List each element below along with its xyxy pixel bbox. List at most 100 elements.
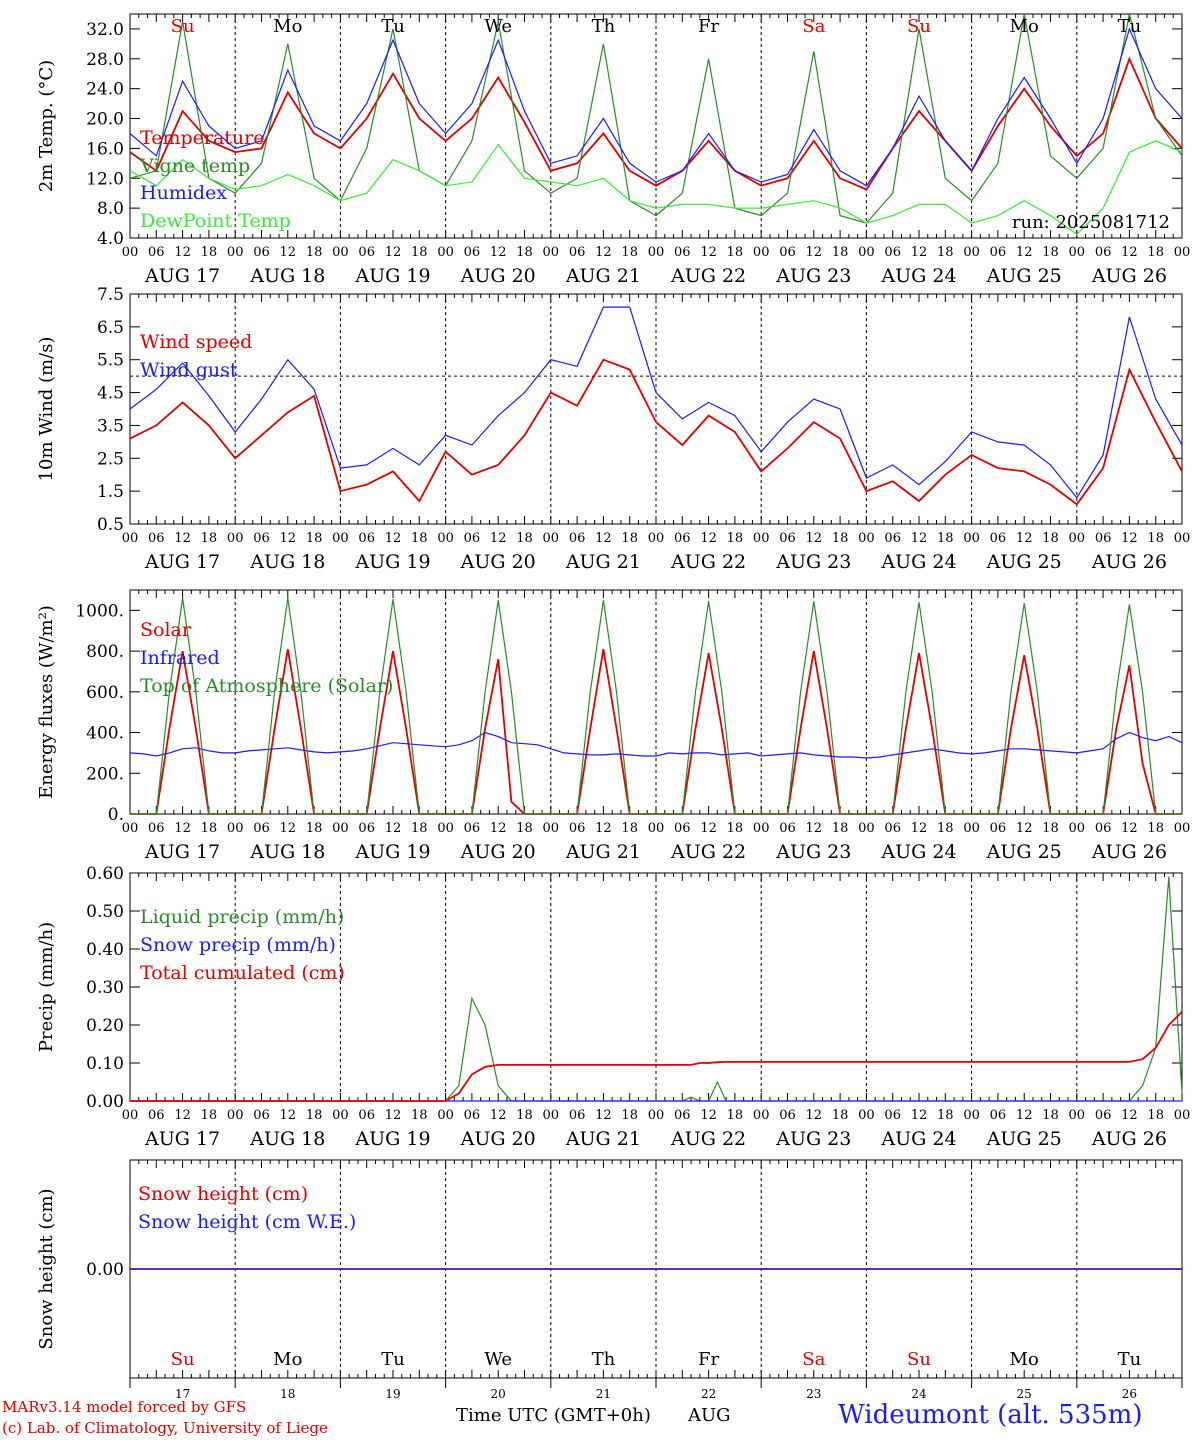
date-label: AUG 20 xyxy=(460,841,536,863)
y-tick-label: 3.5 xyxy=(97,416,124,436)
y-tick-label: 1000. xyxy=(75,601,124,621)
y-tick-label: 800. xyxy=(86,642,124,662)
hour-tick-label: 00 xyxy=(543,531,560,546)
hour-tick-label: 06 xyxy=(464,531,481,546)
hour-tick-label: 00 xyxy=(437,531,454,546)
date-label: AUG 18 xyxy=(249,841,325,863)
series-line-top-of-atmosphere-solar- xyxy=(130,598,1182,815)
hour-tick-label: 06 xyxy=(990,821,1007,836)
y-tick-label: 1.5 xyxy=(97,482,124,502)
hour-tick-label: 18 xyxy=(832,245,849,260)
hour-tick-label: 12 xyxy=(595,245,612,260)
hour-tick-label: 00 xyxy=(648,245,665,260)
hour-tick-label: 06 xyxy=(1095,821,1112,836)
series-line-wind-gust xyxy=(129,306,1183,499)
lab-credit: (c) Lab. of Climatology, University of L… xyxy=(2,1419,328,1437)
hour-tick-label: 06 xyxy=(884,1108,901,1123)
hour-tick-label: 12 xyxy=(174,245,191,260)
hour-tick-label: 06 xyxy=(990,531,1007,546)
y-axis-title: 10m Wind (m/s) xyxy=(36,337,57,482)
hour-tick-label: 00 xyxy=(963,531,980,546)
date-label: AUG 18 xyxy=(249,265,325,287)
hour-tick-label: 12 xyxy=(595,821,612,836)
day-number: 22 xyxy=(701,1387,716,1401)
hour-tick-label: 00 xyxy=(227,1108,244,1123)
y-tick-label: 0.00 xyxy=(86,1260,124,1280)
hour-tick-label: 06 xyxy=(674,245,691,260)
hour-tick-label: 00 xyxy=(963,821,980,836)
date-label: AUG 23 xyxy=(775,265,851,287)
day-number: 20 xyxy=(491,1387,506,1401)
series-line-vigne-temp xyxy=(129,13,1183,224)
hour-tick-label: 06 xyxy=(358,1108,375,1123)
date-label: AUG 26 xyxy=(1091,551,1167,573)
hour-tick-label: 12 xyxy=(1016,1108,1033,1123)
hour-tick-label: 00 xyxy=(227,821,244,836)
date-label: AUG 24 xyxy=(880,1128,956,1150)
hour-tick-label: 12 xyxy=(911,821,928,836)
hour-tick-label: 18 xyxy=(1042,1108,1059,1123)
hour-tick-label: 00 xyxy=(1174,245,1191,260)
series-line-infrared xyxy=(129,731,1183,759)
hour-tick-label: 18 xyxy=(1147,1108,1164,1123)
hour-tick-label: 00 xyxy=(227,531,244,546)
hour-tick-label: 18 xyxy=(201,245,218,260)
hour-tick-label: 00 xyxy=(332,821,349,836)
date-label: AUG 17 xyxy=(144,841,220,863)
hour-tick-label: 06 xyxy=(148,1108,165,1123)
date-label: AUG 24 xyxy=(880,551,956,573)
weekday-label: Mo xyxy=(1010,1349,1039,1370)
y-tick-label: 600. xyxy=(86,683,124,703)
legend-entry: DewPoint Temp xyxy=(140,210,291,232)
hour-tick-label: 18 xyxy=(832,1108,849,1123)
hour-tick-label: 18 xyxy=(306,245,323,260)
hour-tick-label: 00 xyxy=(122,1108,139,1123)
y-axis-title: Precip (mm/h) xyxy=(36,922,57,1052)
date-label: AUG 21 xyxy=(565,265,641,287)
hour-tick-label: 06 xyxy=(569,245,586,260)
hour-tick-label: 06 xyxy=(674,821,691,836)
weekday-label: Fr xyxy=(698,16,719,37)
hour-tick-label: 12 xyxy=(806,245,823,260)
hour-tick-label: 12 xyxy=(806,531,823,546)
hour-tick-label: 18 xyxy=(201,1108,218,1123)
hour-tick-label: 12 xyxy=(595,1108,612,1123)
hour-tick-label: 00 xyxy=(648,1108,665,1123)
y-tick-label: 6.5 xyxy=(97,318,124,338)
hour-tick-label: 06 xyxy=(358,531,375,546)
hour-tick-label: 00 xyxy=(858,245,875,260)
y-tick-label: 32.0 xyxy=(86,20,124,40)
date-label: AUG 23 xyxy=(775,1128,851,1150)
y-tick-label: 5.5 xyxy=(97,351,124,371)
hour-tick-label: 12 xyxy=(1016,821,1033,836)
y-tick-label: 20.0 xyxy=(86,110,124,130)
hour-tick-label: 00 xyxy=(227,245,244,260)
legend-entry: Solar xyxy=(140,619,192,641)
hour-tick-label: 00 xyxy=(858,531,875,546)
day-number: 24 xyxy=(911,1387,927,1401)
hour-tick-label: 00 xyxy=(437,821,454,836)
series-line-dewpoint-temp xyxy=(129,140,1183,236)
hour-tick-label: 06 xyxy=(464,1108,481,1123)
hour-tick-label: 06 xyxy=(674,1108,691,1123)
hour-tick-label: 06 xyxy=(464,821,481,836)
hour-tick-label: 00 xyxy=(753,821,770,836)
hour-tick-label: 18 xyxy=(1042,245,1059,260)
y-tick-label: 7.5 xyxy=(97,285,124,305)
hour-tick-label: 06 xyxy=(1095,1108,1112,1123)
hour-tick-label: 12 xyxy=(490,821,507,836)
series-line-humidex xyxy=(129,27,1183,187)
date-label: AUG 25 xyxy=(986,551,1062,573)
date-label: AUG 19 xyxy=(354,551,430,573)
date-label: AUG 19 xyxy=(354,265,430,287)
hour-tick-label: 00 xyxy=(122,245,139,260)
hour-tick-label: 00 xyxy=(1174,531,1191,546)
hour-tick-label: 12 xyxy=(700,1108,717,1123)
series-line-liquid-precip-mm-h- xyxy=(130,876,1183,1102)
date-label: AUG 18 xyxy=(249,551,325,573)
hour-tick-label: 12 xyxy=(1121,531,1138,546)
weekday-label: We xyxy=(484,1349,512,1370)
hour-tick-label: 18 xyxy=(201,531,218,546)
hour-tick-label: 00 xyxy=(753,531,770,546)
hour-tick-label: 00 xyxy=(437,1108,454,1123)
